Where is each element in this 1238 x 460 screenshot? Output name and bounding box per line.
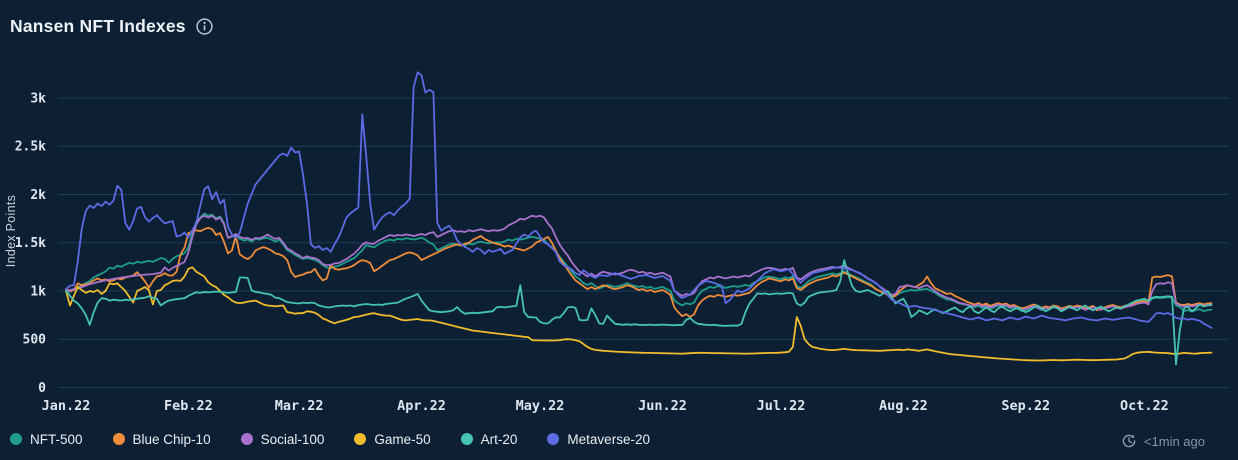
info-icon[interactable] bbox=[195, 17, 214, 36]
x-tick-label: Jul.22 bbox=[757, 398, 806, 414]
y-tick-label: 2.5k bbox=[15, 140, 46, 155]
last-updated: <1min ago bbox=[1121, 433, 1205, 449]
chart-legend: NFT-500 Blue Chip-10 Social-100 Game-50 Art-… bbox=[10, 426, 650, 452]
legend-dot-game-50 bbox=[354, 433, 367, 445]
x-tick-label: Aug.22 bbox=[879, 398, 928, 414]
legend-item-game-50[interactable]: Game-50 bbox=[354, 431, 431, 447]
legend-label-art-20: Art-20 bbox=[480, 431, 518, 447]
x-tick-label: Jan.22 bbox=[42, 398, 91, 414]
x-tick-label: Sep.22 bbox=[1001, 398, 1050, 414]
y-tick-label: 3k bbox=[30, 92, 46, 107]
legend-dot-art-20 bbox=[460, 433, 473, 445]
x-tick-label: Oct.22 bbox=[1120, 398, 1169, 414]
x-tick-label: Feb.22 bbox=[164, 398, 213, 414]
series-line-social-100 bbox=[65, 214, 1213, 311]
x-tick-label: May.22 bbox=[516, 398, 565, 414]
y-tick-label: 1.5k bbox=[15, 236, 46, 251]
x-tick-label: Apr.22 bbox=[397, 398, 446, 414]
legend-dot-blue-chip-10 bbox=[112, 433, 125, 445]
legend-label-game-50: Game-50 bbox=[374, 431, 431, 447]
legend-dot-nft-500 bbox=[10, 433, 22, 445]
refresh-clock-icon[interactable] bbox=[1121, 433, 1137, 449]
last-updated-text: <1min ago bbox=[1143, 433, 1205, 449]
legend-label-social-100: Social-100 bbox=[260, 431, 325, 447]
y-tick-label: 500 bbox=[23, 333, 47, 348]
y-axis-title: Index Points bbox=[4, 195, 18, 267]
page-title: Nansen NFT Indexes bbox=[10, 16, 186, 36]
y-tick-label: 0 bbox=[38, 381, 46, 396]
series-line-metaverse-20 bbox=[65, 71, 1213, 329]
legend-item-nft-500[interactable]: NFT-500 bbox=[10, 432, 83, 447]
y-tick-label: 2k bbox=[30, 188, 46, 203]
series-line-game-50 bbox=[65, 266, 1213, 362]
series-line-art-20 bbox=[65, 259, 1213, 366]
legend-dot-metaverse-20 bbox=[547, 433, 560, 445]
legend-item-art-20[interactable]: Art-20 bbox=[460, 431, 518, 447]
legend-item-social-100[interactable]: Social-100 bbox=[240, 431, 325, 447]
series-line-nft-500 bbox=[65, 212, 1213, 313]
legend-label-metaverse-20: Metaverse-20 bbox=[567, 431, 650, 447]
title-row: Nansen NFT Indexes bbox=[10, 16, 214, 37]
legend-dot-social-100 bbox=[240, 433, 253, 445]
y-tick-label: 1k bbox=[30, 285, 46, 300]
series-line-blue-chip-10 bbox=[65, 226, 1213, 318]
legend-label-nft-500: NFT-500 bbox=[30, 431, 83, 447]
legend-item-blue-chip-10[interactable]: Blue Chip-10 bbox=[112, 431, 211, 447]
x-tick-label: Mar.22 bbox=[275, 398, 324, 414]
legend-item-metaverse-20[interactable]: Metaverse-20 bbox=[547, 432, 650, 447]
x-tick-label: Jun.22 bbox=[638, 398, 687, 414]
legend-label-blue-chip-10: Blue Chip-10 bbox=[132, 431, 211, 447]
